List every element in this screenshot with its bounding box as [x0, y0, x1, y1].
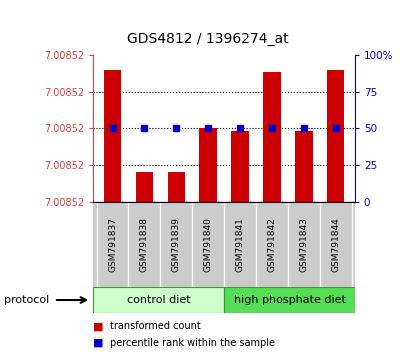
Text: ■: ■ — [93, 321, 104, 331]
Text: control diet: control diet — [127, 295, 190, 305]
Bar — [104, 70, 121, 202]
Bar — [231, 131, 249, 202]
Bar — [263, 73, 281, 202]
Text: GSM791838: GSM791838 — [140, 217, 149, 272]
Text: percentile rank within the sample: percentile rank within the sample — [110, 338, 275, 348]
Text: GSM791840: GSM791840 — [204, 217, 212, 272]
Bar — [224, 287, 355, 313]
Bar — [327, 70, 344, 202]
Text: transformed count: transformed count — [110, 321, 201, 331]
Bar — [93, 287, 224, 313]
Text: GSM791837: GSM791837 — [108, 217, 117, 272]
Text: GSM791841: GSM791841 — [236, 217, 244, 272]
Text: high phosphate diet: high phosphate diet — [234, 295, 345, 305]
Text: GSM791839: GSM791839 — [172, 217, 181, 272]
Text: GDS4812 / 1396274_at: GDS4812 / 1396274_at — [127, 32, 288, 46]
Text: GSM791843: GSM791843 — [299, 217, 308, 272]
Bar — [295, 131, 312, 202]
Bar — [199, 128, 217, 202]
Bar — [168, 172, 185, 202]
Text: GSM791844: GSM791844 — [331, 217, 340, 272]
Bar — [136, 172, 153, 202]
Text: protocol: protocol — [4, 295, 49, 305]
Text: GSM791842: GSM791842 — [267, 217, 276, 272]
Text: ■: ■ — [93, 338, 104, 348]
